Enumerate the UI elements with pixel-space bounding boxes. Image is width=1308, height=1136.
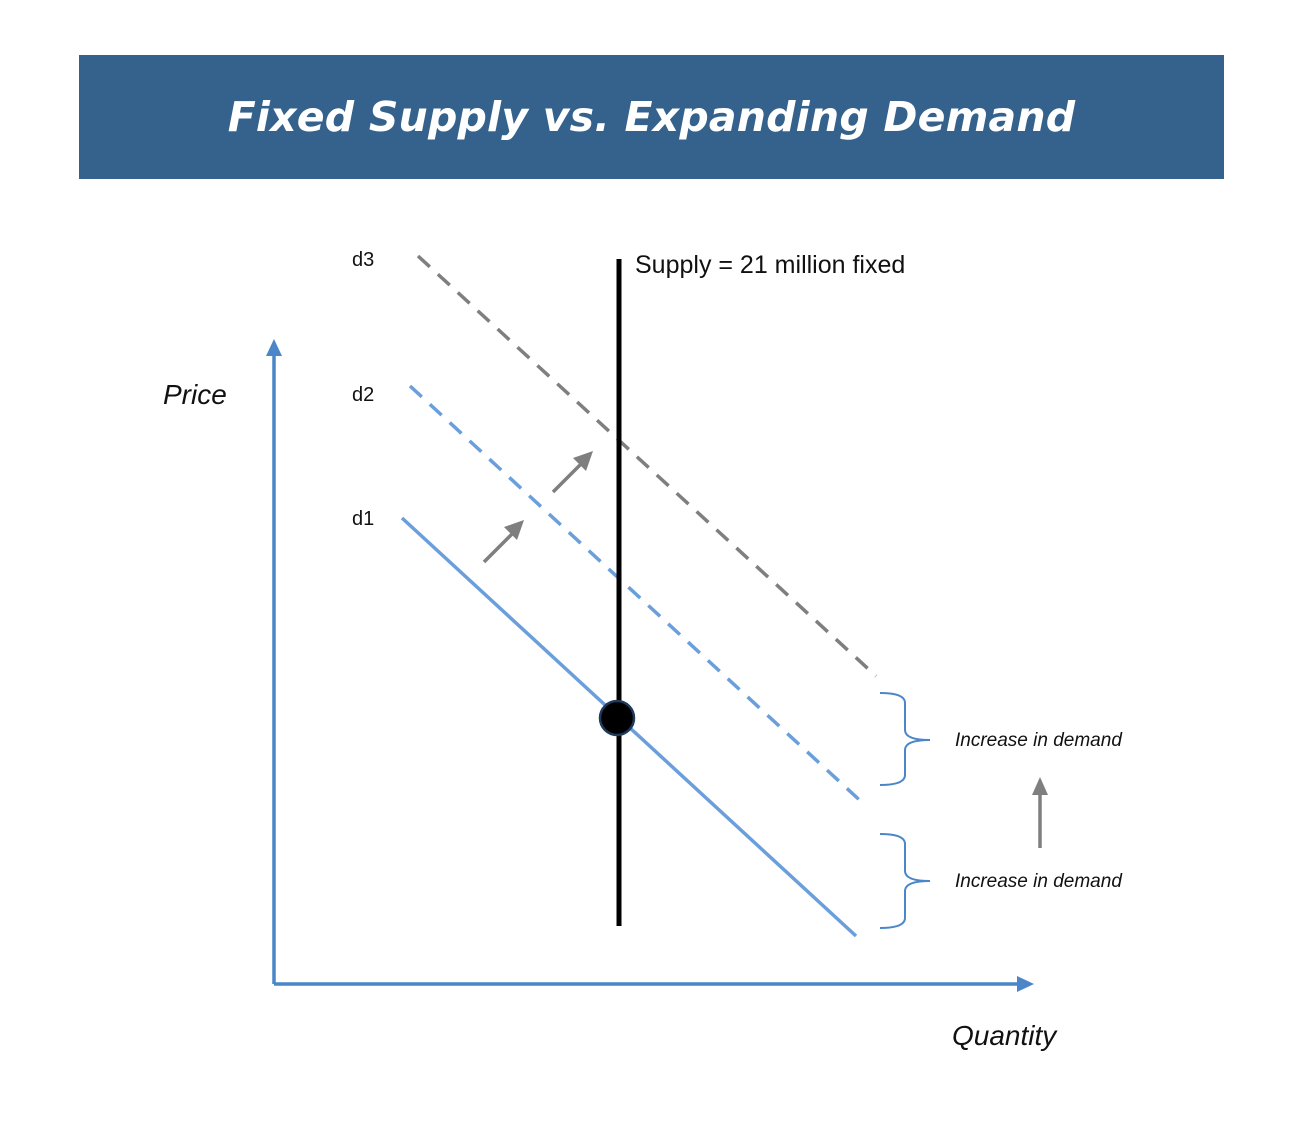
shift-arrow-1 [482,528,518,564]
demand-label-d3: d3 [352,249,374,271]
upper-brace-text: Increase in demand [955,730,1123,751]
x-axis-arrowhead [1017,976,1034,992]
y-axis-arrowhead [266,339,282,356]
equilibrium-point [598,699,636,737]
shift-arrow-2-head [573,451,593,471]
shift-arrow-1-head [504,520,524,540]
y-axis-label: Price [163,379,227,410]
demand-label-d2: d2 [352,384,374,406]
demand-curve-d2 [408,384,868,808]
demand-curve-d3 [416,254,878,678]
upper-brace [879,692,931,786]
x-axis-label: Quantity [952,1020,1058,1051]
title-banner: Fixed Supply vs. Expanding Demand [79,55,1224,179]
demand-label-d1: d1 [352,508,374,530]
lower-brace [879,833,931,929]
diagram-title: Fixed Supply vs. Expanding Demand [227,93,1076,141]
up-arrow-head [1032,777,1048,795]
supply-label: Supply = 21 million fixed [635,251,905,279]
shift-arrow-2 [551,459,586,494]
lower-brace-text: Increase in demand [955,871,1123,892]
